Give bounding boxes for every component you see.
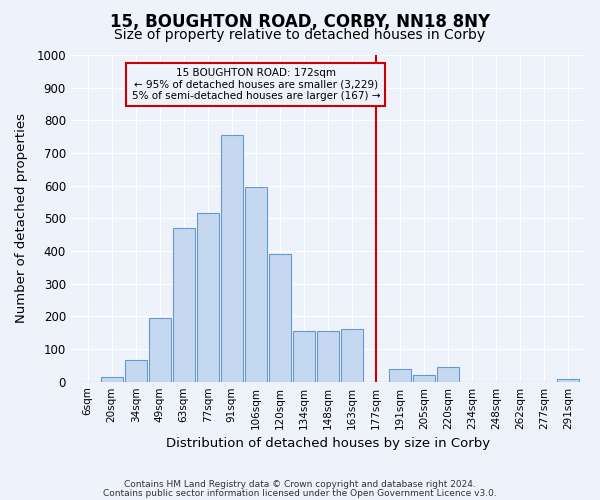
Text: 15, BOUGHTON ROAD, CORBY, NN18 8NY: 15, BOUGHTON ROAD, CORBY, NN18 8NY [110,12,490,30]
Bar [245,188,267,382]
Bar [341,330,363,382]
Bar [125,360,147,382]
Bar [221,135,243,382]
Bar [437,367,459,382]
Text: Size of property relative to detached houses in Corby: Size of property relative to detached ho… [115,28,485,42]
Bar [101,378,123,382]
Bar [317,331,339,382]
Bar [149,318,171,382]
Bar [269,254,291,382]
X-axis label: Distribution of detached houses by size in Corby: Distribution of detached houses by size … [166,437,490,450]
Bar [293,331,315,382]
Bar [413,375,435,382]
Text: 15 BOUGHTON ROAD: 172sqm
← 95% of detached houses are smaller (3,229)
5% of semi: 15 BOUGHTON ROAD: 172sqm ← 95% of detach… [131,68,380,101]
Bar [389,368,411,382]
Bar [197,214,219,382]
Y-axis label: Number of detached properties: Number of detached properties [15,114,28,324]
Text: Contains HM Land Registry data © Crown copyright and database right 2024.: Contains HM Land Registry data © Crown c… [124,480,476,489]
Text: Contains public sector information licensed under the Open Government Licence v3: Contains public sector information licen… [103,490,497,498]
Bar [557,379,579,382]
Bar [173,228,195,382]
